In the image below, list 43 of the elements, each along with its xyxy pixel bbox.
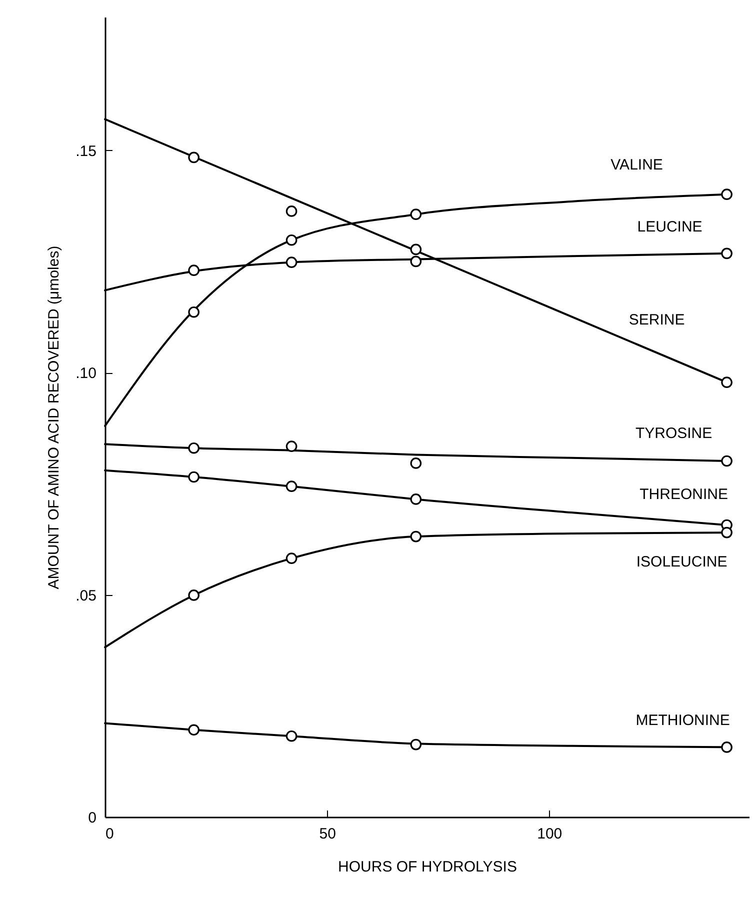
point xyxy=(188,152,200,164)
x-tick-label: 0 xyxy=(106,826,114,842)
point xyxy=(286,234,298,246)
point xyxy=(721,248,732,260)
series-label: ISOLEUCINE xyxy=(636,554,728,571)
x-tick-label: 100 xyxy=(537,826,562,842)
point xyxy=(188,590,200,601)
point xyxy=(721,188,732,200)
point xyxy=(410,208,422,220)
x-axis-title: HOURS OF HYDROLYSIS xyxy=(338,858,517,876)
point xyxy=(721,376,732,388)
point xyxy=(410,738,422,750)
point xyxy=(188,471,200,483)
point xyxy=(286,730,298,742)
point xyxy=(410,256,422,268)
point xyxy=(410,244,422,256)
point xyxy=(286,256,298,268)
point xyxy=(721,526,732,538)
point xyxy=(286,480,298,492)
y-tick-label: .10 xyxy=(76,365,96,382)
series-label: SERINE xyxy=(628,311,685,328)
series-label: METHIONINE xyxy=(636,712,730,730)
series-label: LEUCINE xyxy=(637,218,702,236)
point xyxy=(721,742,732,753)
y-tick-label: .15 xyxy=(76,142,96,160)
point xyxy=(410,530,422,542)
series-label: THREONINE xyxy=(640,486,728,503)
point xyxy=(410,494,422,505)
y-tick-label: 0 xyxy=(88,810,96,826)
point xyxy=(410,458,422,469)
point xyxy=(721,455,732,467)
y-axis-title: AMOUNT OF AMINO ACID RECOVERED (μmoles) xyxy=(46,246,63,590)
y-tick-label: .05 xyxy=(76,587,96,604)
point xyxy=(188,306,200,318)
x-tick-label: 50 xyxy=(319,826,336,842)
point xyxy=(188,264,200,276)
point xyxy=(286,552,298,564)
point xyxy=(286,206,298,217)
series-label: TYROSINE xyxy=(635,425,712,442)
point xyxy=(188,442,200,454)
point xyxy=(188,724,200,736)
point xyxy=(286,440,298,452)
series-label: VALINE xyxy=(610,156,663,174)
